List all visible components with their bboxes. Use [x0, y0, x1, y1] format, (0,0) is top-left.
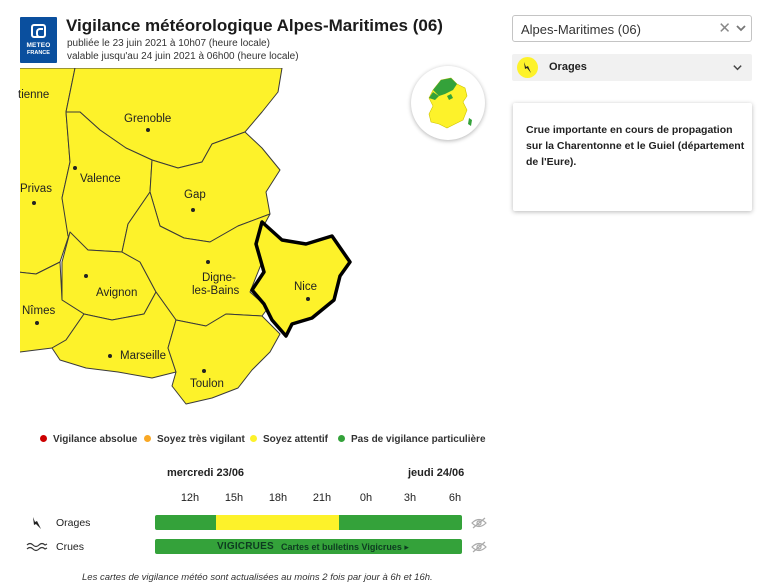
chevron-down-icon[interactable] [735, 22, 747, 34]
eye-off-icon[interactable] [471, 517, 487, 529]
city-label-avignon: Avignon [96, 287, 137, 299]
city-label-grenoble: Grenoble [124, 113, 171, 125]
city-label-tienne: tienne [18, 89, 49, 101]
timeline-hour: 0h [359, 492, 373, 504]
france-minimap[interactable] [411, 66, 485, 140]
vigicrues-link[interactable]: VIGICRUES Cartes et bulletins Vigicrues … [155, 539, 462, 554]
timeline-segment [155, 515, 217, 530]
legend-label: Vigilance absolue [53, 434, 138, 445]
timeline-segment [155, 539, 462, 554]
valid-until-date: valable jusqu'au 24 juin 2021 à 06h00 (h… [67, 51, 299, 62]
city-label-nimes: Nîmes [22, 305, 55, 317]
timeline-day-2: jeudi 24/06 [408, 467, 465, 479]
timeline-row-label-orages: Orages [56, 517, 91, 529]
lightning-icon [33, 517, 41, 529]
city-label-privas: Privas [20, 183, 52, 195]
city-dot-avignon [84, 274, 88, 278]
city-label-gap: Gap [184, 189, 206, 201]
meteo-france-logo[interactable]: METEO FRANCE [20, 17, 57, 63]
legend-item-tres-vigilant: Soyez très vigilant [144, 434, 245, 445]
timeline-segment [216, 515, 340, 530]
city-dot-nimes [35, 321, 39, 325]
legend-label: Soyez attentif [263, 434, 329, 445]
timeline-day-1: mercredi 23/06 [167, 467, 245, 479]
map-region-alpes-maritimes[interactable] [250, 220, 352, 338]
city-label-marseille: Marseille [120, 350, 166, 362]
vigicrues-link-text[interactable]: Cartes et bulletins Vigicrues ▸ [281, 542, 409, 552]
city-dot-grenoble [146, 128, 150, 132]
legend-dot-yellow [250, 435, 257, 442]
clear-icon[interactable]: ✕ [718, 20, 731, 37]
risk-label: Orages [549, 61, 587, 73]
legend-label: Pas de vigilance particulière [351, 434, 486, 445]
footnote: Les cartes de vigilance météo sont actua… [82, 572, 433, 583]
published-date: publiée le 23 juin 2021 à 10h07 (heure l… [67, 38, 270, 49]
department-select[interactable]: Alpes-Maritimes (06) ✕ [512, 15, 752, 42]
timeline-row-label-crues: Crues [56, 541, 85, 553]
city-dot-marseille [108, 354, 112, 358]
city-dot-toulon [202, 369, 206, 373]
risk-level-badge [517, 57, 538, 78]
city-dot-gap [191, 208, 195, 212]
city-dot-digne [206, 260, 210, 264]
chevron-down-icon[interactable] [732, 62, 743, 73]
legend-item-attentif: Soyez attentif [250, 434, 328, 445]
eye-off-icon[interactable] [471, 541, 487, 553]
department-map[interactable]: tienne Grenoble Privas Valence Gap Avign… [0, 68, 500, 408]
timeline-hour: 6h [448, 492, 462, 504]
city-label-toulon: Toulon [190, 378, 224, 390]
city-dot-privas [32, 201, 36, 205]
timeline-hour: 21h [312, 492, 332, 504]
department-select-value: Alpes-Maritimes (06) [521, 22, 641, 37]
timeline-hour: 3h [403, 492, 417, 504]
vigilance-info-box: Crue importante en cours de propagation … [513, 103, 752, 211]
timeline-bar-crues[interactable]: VIGICRUES Cartes et bulletins Vigicrues … [155, 539, 462, 554]
vigilance-info-text: Crue importante en cours de propagation … [526, 124, 745, 168]
city-label-digne: Digne- [202, 272, 236, 284]
timeline-bar-orages[interactable] [155, 515, 462, 530]
legend-item-absolue: Vigilance absolue [40, 434, 137, 445]
timeline-segment [339, 515, 462, 530]
logo-text-france: FRANCE [27, 50, 50, 56]
legend-label: Soyez très vigilant [157, 434, 245, 445]
city-label-les-bains: les-Bains [192, 285, 240, 297]
city-label-nice: Nice [294, 281, 317, 293]
legend-dot-orange [144, 435, 151, 442]
risk-dropdown-orages[interactable]: Orages [512, 54, 752, 81]
waves-icon [26, 542, 48, 552]
legend-dot-red [40, 435, 47, 442]
france-minimap-icon [428, 77, 472, 129]
city-dot-nice [306, 297, 310, 301]
city-dot-valence [73, 166, 77, 170]
city-label-valence: Valence [80, 173, 121, 185]
map-region-var[interactable] [167, 313, 281, 405]
logo-text-meteo: METEO [26, 42, 51, 49]
timeline-hour: 12h [180, 492, 200, 504]
meteo-france-logo-icon [31, 24, 46, 38]
vigicrues-brand: VIGICRUES [217, 541, 274, 552]
page-title: Vigilance météorologique Alpes-Maritimes… [66, 16, 443, 35]
timeline-hour: 15h [224, 492, 244, 504]
legend-dot-green [338, 435, 345, 442]
lightning-icon [524, 62, 531, 73]
legend-item-pas-vigilance: Pas de vigilance particulière [338, 434, 486, 445]
timeline-hour: 18h [268, 492, 288, 504]
